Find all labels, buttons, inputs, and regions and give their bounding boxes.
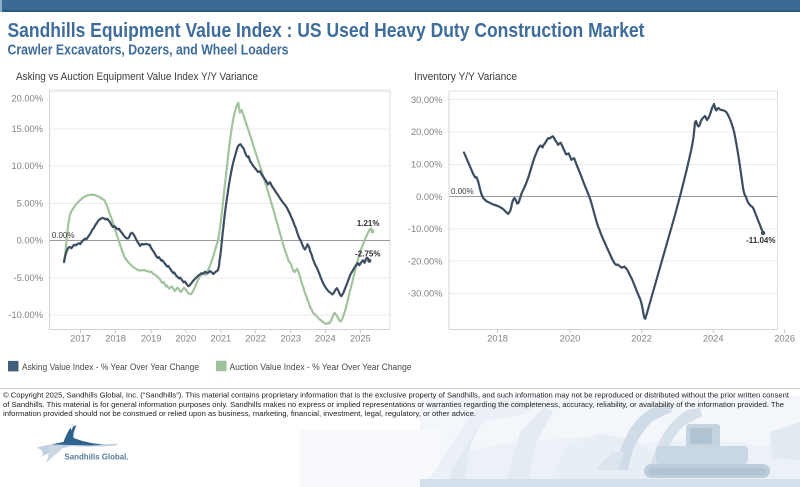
svg-text:Auction Value Index - % Year O: Auction Value Index - % Year Over Year C… (230, 362, 412, 372)
svg-text:2021: 2021 (211, 334, 232, 344)
svg-text:20.00%: 20.00% (11, 93, 43, 103)
svg-text:2018: 2018 (487, 334, 508, 344)
svg-text:-10.00%: -10.00% (8, 310, 43, 320)
svg-text:-5.00%: -5.00% (14, 273, 43, 283)
svg-text:30.00%: 30.00% (411, 95, 443, 105)
svg-text:information provided should no: information provided should not be const… (3, 410, 476, 418)
svg-text:0.00%: 0.00% (451, 187, 474, 196)
svg-text:of Sandhills. This material is: of Sandhills. This material is for gener… (3, 401, 784, 409)
svg-text:2026: 2026 (774, 334, 795, 344)
svg-text:-10.00%: -10.00% (408, 224, 443, 234)
svg-text:Sandhills Global.: Sandhills Global. (65, 452, 129, 462)
svg-text:2025: 2025 (350, 334, 371, 344)
svg-text:Asking Value Index - % Year Ov: Asking Value Index - % Year Over Year Ch… (22, 362, 199, 372)
svg-text:2018: 2018 (105, 334, 126, 344)
svg-text:2023: 2023 (280, 334, 301, 344)
svg-text:© Copyright 2025, Sandhills Gl: © Copyright 2025, Sandhills Global, Inc.… (3, 392, 789, 400)
svg-text:Crawler Excavators, Dozers, an: Crawler Excavators, Dozers, and Wheel Lo… (8, 42, 289, 59)
svg-text:2020: 2020 (175, 334, 196, 344)
svg-text:Asking vs Auction Equipment Va: Asking vs Auction Equipment Value Index … (16, 71, 258, 83)
svg-text:15.00%: 15.00% (11, 124, 43, 134)
svg-text:2020: 2020 (560, 334, 581, 344)
svg-text:0.00%: 0.00% (52, 231, 75, 240)
svg-text:Inventory Y/Y Variance: Inventory Y/Y Variance (414, 71, 517, 83)
svg-text:Sandhills Equipment Value Inde: Sandhills Equipment Value Index : US Use… (8, 19, 645, 42)
svg-text:-30.00%: -30.00% (408, 289, 443, 299)
svg-text:2022: 2022 (631, 334, 652, 344)
svg-text:2022: 2022 (245, 334, 266, 344)
svg-text:2024: 2024 (315, 334, 336, 344)
svg-text:5.00%: 5.00% (17, 198, 43, 208)
svg-text:2024: 2024 (703, 334, 724, 344)
svg-text:2017: 2017 (70, 334, 91, 344)
svg-text:20.00%: 20.00% (411, 127, 443, 137)
svg-text:-11.04%: -11.04% (746, 236, 775, 245)
svg-text:-20.00%: -20.00% (408, 256, 443, 266)
svg-text:10.00%: 10.00% (411, 160, 443, 170)
svg-text:1.21%: 1.21% (357, 219, 380, 228)
svg-text:-2.75%: -2.75% (355, 250, 380, 259)
svg-text:0.00%: 0.00% (17, 236, 43, 246)
svg-text:2019: 2019 (141, 334, 162, 344)
svg-text:10.00%: 10.00% (11, 161, 43, 171)
svg-text:0.00%: 0.00% (416, 192, 442, 202)
